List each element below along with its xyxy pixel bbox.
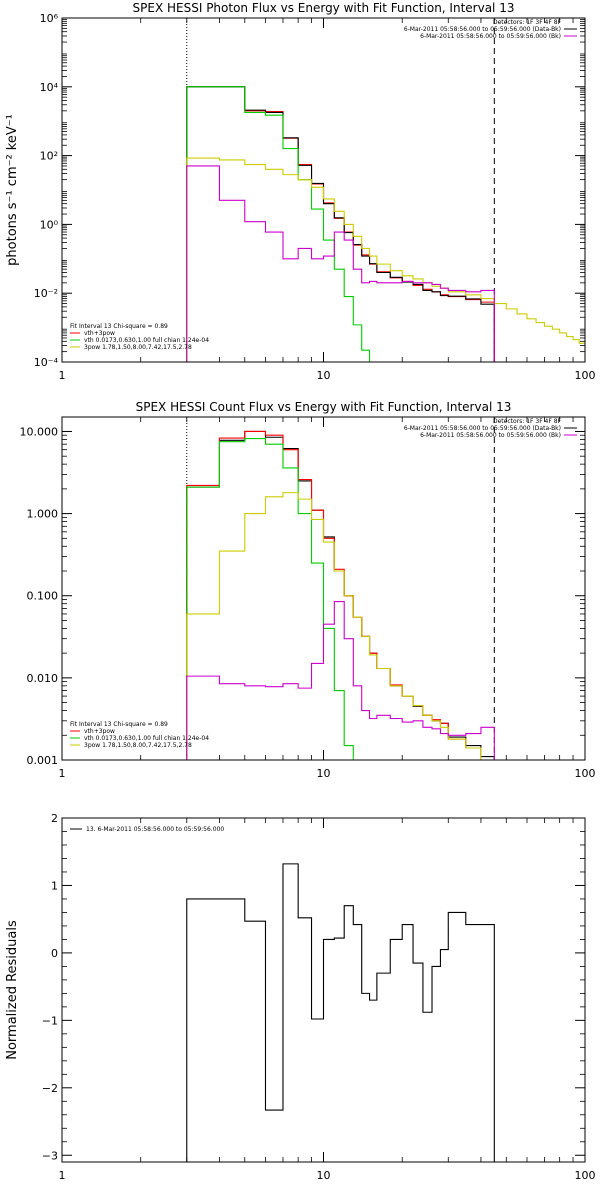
legend-entry-label: vth 0.0173,0.630,1.00 full chian 1.24e-0… [84, 337, 209, 344]
y-tick-label: 0 [51, 947, 58, 960]
series-line-residuals [186, 863, 495, 1162]
y-tick-label: 1 [51, 879, 58, 892]
legend-entry-label: 6-Mar-2011 05:58:56.000 to 05:59:56.000 … [404, 26, 561, 33]
plot-frame [61, 17, 586, 363]
chart-title: SPEX HESSI Count Flux vs Energy with Fit… [136, 400, 512, 414]
residuals-panel: 1 10 100 −3 −2 −1 0 1 2 Normalized Residuals 13. 6… [5, 812, 596, 1182]
series-group [186, 430, 495, 760]
x-tick-label: 10 [317, 369, 331, 382]
legend-entry-label: vth 0.0173,0.630,1.00 full chian 1.24e-0… [84, 735, 209, 742]
legend-entry-label: 3pow 1.78,1.50,8.00,7.42,17.5,2.78 [84, 344, 192, 351]
legend-header: Detectors: 1F 3F 4F 8F [493, 19, 562, 26]
series-line-data-bk [186, 86, 495, 362]
legend-entry-label: vth+3pow [84, 330, 115, 337]
y-tick-label: −2 [42, 1082, 58, 1095]
x-tick-label: 100 [575, 767, 596, 780]
photon-flux-panel: SPEX HESSI Photon Flux vs Energy with Fi… [5, 1, 596, 382]
plot-frame [61, 416, 586, 761]
y-tick-label: 0.010 [27, 672, 59, 685]
series-line-vth+3pow [186, 86, 495, 362]
x-tick-label: 100 [575, 1169, 596, 1182]
x-tick-label: 100 [575, 369, 596, 382]
chart-title: SPEX HESSI Photon Flux vs Energy with Fi… [133, 1, 515, 15]
legend-entry-label: 6-Mar-2011 05:58:56.000 to 05:59:56.000 … [420, 33, 561, 40]
legend-entry-label: 6-Mar-2011 05:58:56.000 to 05:59:56.000 … [404, 425, 561, 432]
series-group [186, 863, 495, 1162]
plot-frame [61, 817, 586, 1163]
count-flux-panel: SPEX HESSI Count Flux vs Energy with Fit… [20, 400, 596, 780]
x-tick-label: 1 [59, 1169, 66, 1182]
y-tick-label: 10.000 [20, 425, 59, 438]
y-tick-label: −1 [42, 1014, 58, 1027]
y-tick-label: 10⁻² [34, 287, 58, 300]
series-line-3pow [186, 492, 495, 760]
y-tick-label: −3 [42, 1149, 58, 1162]
series-line-data-bk [186, 430, 495, 760]
y-tick-label: 10⁶ [40, 12, 59, 25]
y-tick-label: 10⁰ [40, 218, 59, 231]
y-tick-label: 10² [40, 150, 58, 163]
series-line-vth+3pow [186, 430, 495, 760]
legend-entry-label: 6-Mar-2011 05:58:56.000 to 05:59:56.000 … [420, 432, 561, 439]
series-line-3pow [186, 157, 585, 362]
y-axis-label: photons s⁻¹ cm⁻² keV⁻¹ [5, 114, 20, 266]
y-tick-label: 0.100 [27, 590, 59, 603]
y-tick-label: 1.000 [27, 508, 59, 521]
x-tick-label: 10 [317, 767, 331, 780]
series-line-vth [186, 86, 377, 362]
legend-header: Detectors: 1F 3F 4F 8F [493, 418, 562, 425]
legend-header: Fit Interval 13 Chi-square = 0.89 [70, 721, 168, 728]
series-line-bk [186, 600, 495, 760]
y-tick-label: 2 [51, 812, 58, 825]
series-line-bk [186, 165, 495, 362]
legend-header: Fit Interval 13 Chi-square = 0.89 [70, 323, 168, 330]
legend-entry-label: 13. 6-Mar-2011 05:58:56.000 to 05:59:56.… [86, 826, 224, 833]
x-tick-label: 10 [317, 1169, 331, 1182]
y-axis-label: Normalized Residuals [5, 920, 20, 1060]
x-tick-label: 1 [59, 369, 66, 382]
y-tick-label: 10⁴ [40, 81, 59, 94]
legend-entry-label: vth+3pow [84, 728, 115, 735]
series-line-vth [186, 437, 362, 760]
y-tick-label: 10⁻⁴ [34, 356, 59, 369]
series-group [186, 86, 585, 362]
x-tick-label: 1 [59, 767, 66, 780]
y-tick-label: 0.001 [27, 754, 59, 767]
legend-entry-label: 3pow 1.78,1.50,8.00,7.42,17.5,2.78 [84, 742, 192, 749]
